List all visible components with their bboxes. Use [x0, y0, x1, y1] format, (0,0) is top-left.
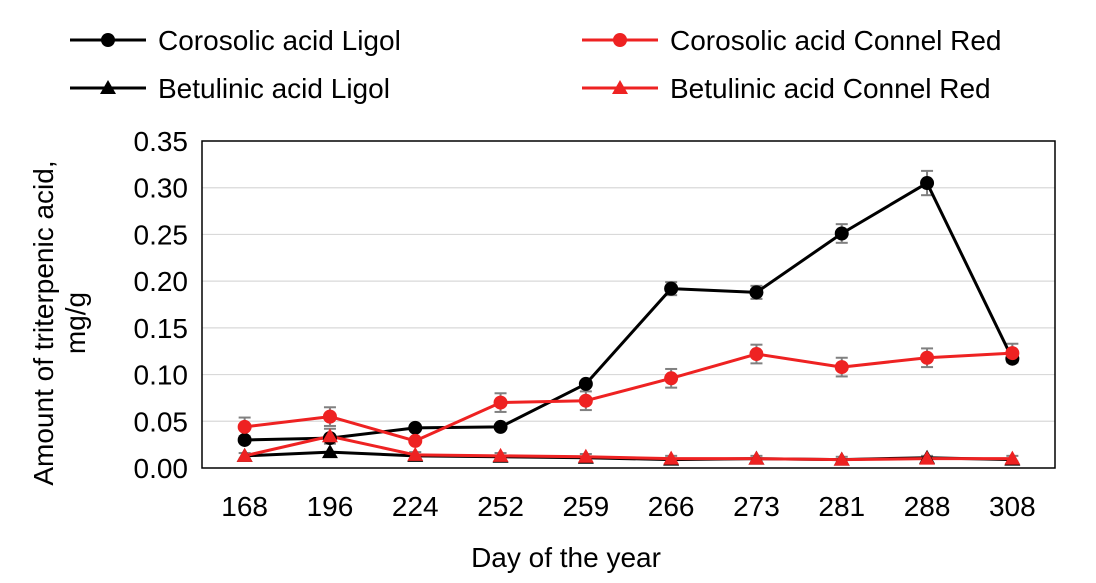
data-point-corosolic-acid-connel-red — [322, 409, 337, 424]
legend-swatch-marker — [101, 33, 115, 47]
data-point-betulinic-acid-connel-red — [577, 448, 594, 463]
data-point-corosolic-acid-ligol — [834, 226, 849, 241]
x-tick-label: 259 — [562, 491, 609, 522]
series-line-corosolic-acid-connel-red — [244, 351, 1013, 443]
legend-item-betulinic-acid-ligol: Betulinic acid Ligol — [70, 73, 390, 104]
legend-label: Betulinic acid Ligol — [158, 73, 390, 104]
legend-item-corosolic-acid-ligol: Corosolic acid Ligol — [70, 25, 401, 56]
gridlines — [202, 187, 1055, 422]
y-tick-label: 0.15 — [134, 313, 189, 344]
data-point-betulinic-acid-connel-red — [236, 447, 253, 462]
y-tick-label: 0.00 — [134, 453, 189, 484]
series-lines — [244, 181, 1014, 462]
y-tick-label: 0.10 — [134, 360, 189, 391]
y-axis-title-line-1: Amount of triterpenic acid, — [28, 160, 59, 485]
x-tick-label: 308 — [989, 491, 1036, 522]
y-axis-title-line-2: mg/g — [60, 292, 91, 354]
legend-item-betulinic-acid-connel-red: Betulinic acid Connel Red — [582, 73, 991, 104]
x-tick-label: 196 — [307, 491, 354, 522]
data-point-corosolic-acid-ligol — [749, 285, 764, 300]
data-point-corosolic-acid-connel-red — [920, 350, 935, 365]
data-point-corosolic-acid-ligol — [237, 432, 252, 447]
data-point-corosolic-acid-connel-red — [834, 360, 849, 375]
y-tick-label: 0.25 — [134, 219, 189, 250]
data-point-betulinic-acid-connel-red — [748, 450, 765, 465]
x-tick-label: 281 — [818, 491, 865, 522]
data-point-corosolic-acid-connel-red — [749, 347, 764, 362]
legend-label: Corosolic acid Ligol — [158, 25, 401, 56]
x-tick-label: 273 — [733, 491, 780, 522]
legend-swatch-marker — [100, 80, 116, 94]
data-point-corosolic-acid-ligol — [664, 281, 679, 296]
series-line-betulinic-acid-connel-red — [244, 434, 1013, 462]
data-point-betulinic-acid-connel-red — [1004, 450, 1021, 465]
x-axis-ticks: 168 196 224 252 259 266 273 281 288 308 — [221, 491, 1035, 522]
legend-item-corosolic-acid-connel-red: Corosolic acid Connel Red — [582, 25, 1002, 56]
data-point-corosolic-acid-ligol — [920, 176, 935, 191]
y-tick-label: 0.20 — [134, 266, 189, 297]
legend: Corosolic acid Ligol Corosolic acid Conne… — [70, 25, 1002, 104]
legend-label: Corosolic acid Connel Red — [670, 25, 1002, 56]
data-point-betulinic-acid-connel-red — [321, 428, 338, 443]
data-point-corosolic-acid-ligol — [578, 376, 593, 391]
y-tick-label: 0.05 — [134, 406, 189, 437]
data-point-corosolic-acid-connel-red — [1005, 346, 1020, 361]
data-point-corosolic-acid-connel-red — [493, 395, 508, 410]
x-tick-label: 224 — [392, 491, 439, 522]
data-point-corosolic-acid-ligol — [493, 419, 508, 434]
data-point-betulinic-acid-connel-red — [407, 446, 424, 461]
legend-label: Betulinic acid Connel Red — [670, 73, 991, 104]
data-point-corosolic-acid-ligol — [408, 420, 423, 435]
series-markers — [236, 176, 1021, 466]
x-axis-title: Day of the year — [471, 542, 661, 573]
y-axis-title: Amount of triterpenic acid, mg/g — [28, 160, 91, 485]
legend-swatch-marker — [612, 80, 628, 94]
plot-area-frame — [201, 140, 1056, 469]
error-bars — [238, 169, 1019, 464]
data-point-corosolic-acid-connel-red — [664, 371, 679, 386]
y-axis-ticks: 0.00 0.05 0.10 0.15 0.20 0.25 0.30 0.35 — [134, 126, 189, 484]
y-tick-label: 0.30 — [134, 173, 189, 204]
data-point-corosolic-acid-connel-red — [578, 393, 593, 408]
x-tick-label: 168 — [221, 491, 268, 522]
data-point-betulinic-acid-connel-red — [492, 447, 509, 462]
series-line-corosolic-acid-ligol — [244, 181, 1014, 442]
legend-swatch-marker — [613, 33, 627, 47]
x-tick-label: 288 — [904, 491, 951, 522]
data-point-betulinic-acid-connel-red — [919, 450, 936, 465]
data-point-corosolic-acid-connel-red — [237, 419, 252, 434]
data-point-corosolic-acid-connel-red — [408, 433, 423, 448]
x-tick-label: 252 — [477, 491, 524, 522]
data-point-betulinic-acid-ligol — [321, 444, 338, 459]
data-point-betulinic-acid-connel-red — [833, 451, 850, 466]
data-point-betulinic-acid-connel-red — [663, 450, 680, 465]
y-tick-label: 0.35 — [134, 126, 189, 157]
x-tick-label: 266 — [648, 491, 695, 522]
